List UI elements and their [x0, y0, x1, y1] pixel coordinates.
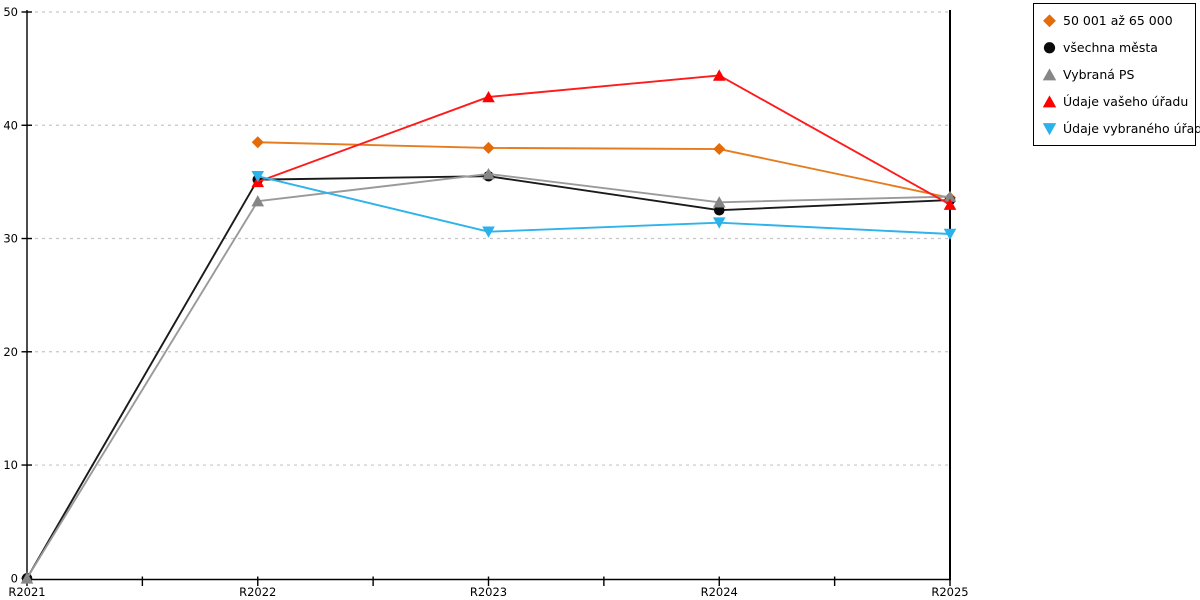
data-point-diamond-icon	[713, 143, 726, 156]
legend-item: všechna města	[1036, 40, 1193, 55]
legend: 50 001 až 65 000 všechna města Vybraná P…	[1033, 3, 1200, 146]
data-point-triangle-up-icon	[20, 572, 34, 584]
legend-marker-triangle-down-icon	[1042, 123, 1057, 136]
legend-label: Údaje vašeho úřadu	[1063, 94, 1189, 109]
legend-item: 50 001 až 65 000	[1036, 13, 1193, 28]
data-point-triangle-up-icon	[482, 167, 495, 180]
y-tick-label: 0	[11, 571, 18, 585]
legend-marker-circle-icon	[1043, 42, 1056, 54]
y-tick-label: 20	[3, 345, 18, 359]
data-point-triangle-down-icon	[482, 226, 495, 238]
y-tick-label: 30	[3, 232, 18, 246]
legend-marker-triangle-up-icon	[1042, 68, 1057, 81]
data-point-triangle-up-icon	[251, 195, 265, 207]
data-point-diamond-icon	[251, 136, 264, 149]
x-tick-label: R2022	[239, 585, 276, 599]
data-point-triangle-down-icon	[943, 228, 957, 240]
legend-label: Údaje vybraného úřadu	[1063, 121, 1200, 136]
data-point-diamond-icon	[482, 141, 495, 154]
x-tick-label: R2021	[8, 585, 45, 599]
data-point-circle-icon	[713, 204, 725, 216]
x-tick-label: R2023	[470, 585, 507, 599]
data-point-triangle-up-icon	[482, 90, 495, 103]
legend-label: všechna města	[1063, 40, 1158, 55]
x-tick-label: R2024	[701, 585, 738, 599]
series-line	[257, 175, 951, 235]
legend-label: Vybraná PS	[1063, 67, 1135, 82]
y-tick-label: 10	[3, 458, 18, 472]
data-point-triangle-up-icon	[943, 198, 957, 210]
series-0	[251, 136, 956, 204]
series-line	[257, 141, 951, 199]
data-point-triangle-up-icon	[712, 196, 726, 208]
series-4	[251, 170, 957, 240]
legend-label: 50 001 až 65 000	[1063, 13, 1173, 28]
x-tick-label: R2025	[931, 585, 968, 599]
y-tick-label: 50	[3, 5, 18, 19]
legend-item: Vybraná PS	[1036, 67, 1193, 82]
data-point-triangle-down-icon	[251, 170, 265, 183]
y-tick-label: 40	[3, 118, 18, 132]
legend-marker-triangle-up-icon	[1042, 95, 1057, 108]
series-line	[257, 74, 951, 206]
legend-item: Údaje vašeho úřadu	[1036, 94, 1193, 109]
data-point-triangle-up-icon	[943, 190, 957, 202]
series-2	[20, 167, 957, 584]
legend-item: Údaje vybraného úřadu	[1036, 121, 1200, 136]
legend-marker-diamond-icon	[1043, 14, 1056, 28]
data-point-triangle-up-icon	[712, 69, 726, 81]
data-point-triangle-down-icon	[712, 217, 726, 229]
